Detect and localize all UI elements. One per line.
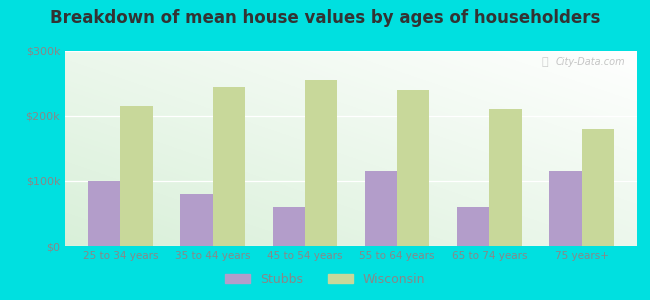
Bar — [305, 80, 337, 246]
Legend: Stubbs, Wisconsin: Stubbs, Wisconsin — [220, 268, 430, 291]
Bar — [88, 181, 120, 246]
Bar — [489, 110, 522, 246]
Bar — [272, 207, 305, 246]
Bar — [397, 90, 430, 246]
Bar — [213, 87, 245, 246]
Bar — [582, 129, 614, 246]
Bar — [180, 194, 213, 246]
Bar — [120, 106, 153, 246]
Text: City-Data.com: City-Data.com — [556, 57, 625, 67]
Bar — [549, 171, 582, 246]
Bar — [365, 171, 397, 246]
Text: Breakdown of mean house values by ages of householders: Breakdown of mean house values by ages o… — [50, 9, 600, 27]
Bar — [457, 207, 489, 246]
Text: ⓘ: ⓘ — [541, 57, 549, 67]
